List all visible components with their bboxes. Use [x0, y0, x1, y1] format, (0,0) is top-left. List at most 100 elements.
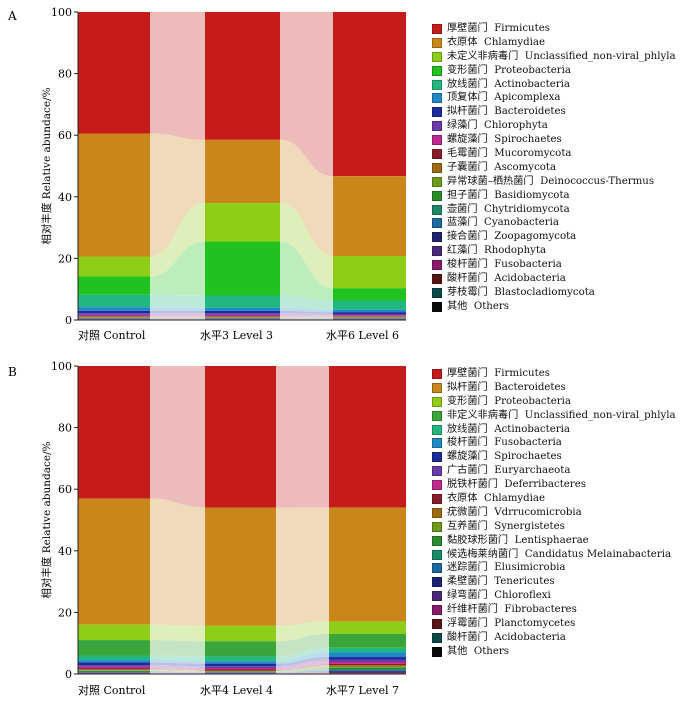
legend-swatch: [432, 301, 442, 312]
bar-segment: [329, 667, 406, 670]
series-band: [78, 659, 406, 669]
bar-segment: [205, 314, 280, 317]
legend-label: 衣原体 Chlamydiae: [447, 36, 546, 48]
bar-segment: [205, 671, 276, 672]
series-band: [78, 670, 406, 673]
y-tick-label: 20: [58, 252, 72, 265]
bar-segment: [78, 660, 150, 663]
legend-item: 担子菌门 Basidiomycota: [432, 189, 700, 203]
legend-swatch: [432, 176, 442, 187]
legend-swatch: [432, 190, 442, 201]
bar-segment: [78, 668, 150, 670]
legend-label: 壶菌门 Chytridiomycota: [447, 203, 570, 215]
y-tick-label: 80: [58, 68, 72, 81]
legend-item: 异常球菌–栖热菌门 Deinococcus-Thermus: [432, 175, 700, 189]
legend-swatch: [432, 135, 442, 146]
legend-label: 接合菌门 Zoopagomycota: [447, 231, 577, 243]
legend-item: 放线菌门 Actinobacteria: [432, 78, 700, 92]
legend-swatch: [432, 246, 442, 257]
legend-label: 浮霉菌门 Planctomycetes: [447, 618, 576, 630]
legend-swatch: [432, 368, 442, 379]
legend-item: 绿藻门 Chlorophyta: [432, 119, 700, 133]
legend-item: 蓝藻门 Cyanobacteria: [432, 216, 700, 230]
series-band: [78, 672, 406, 674]
series-band: [78, 663, 406, 671]
legend-label: 变形菌门 Proteobacteria: [447, 64, 571, 76]
chart-panel-a: 0 20 40 60 80 100 相对丰度 Relative abundace/% A 对照 …: [7, 6, 406, 342]
bar-segment: [78, 670, 150, 671]
bar-segment: [205, 316, 280, 317]
bar-segment: [78, 640, 150, 656]
legend-swatch: [432, 107, 442, 118]
panel-label: B: [8, 365, 17, 379]
legend-item: 脱铁杆菌门 Deferribacteres: [432, 478, 700, 492]
y-axis-label: 相对丰度 Relative abundace/%: [40, 441, 53, 598]
legend-label: 放线菌门 Actinobacteria: [447, 78, 570, 90]
legend-label: 芽枝霉门 Blastocladiomycota: [447, 286, 595, 298]
bar-segment: [78, 665, 150, 667]
legend-item: 梭杆菌门 Fusobacteria: [432, 436, 700, 450]
bar-segment: [205, 663, 276, 667]
legend-swatch: [432, 507, 442, 518]
bar-segment: [205, 139, 280, 204]
bar-segment: [329, 647, 406, 653]
y-tick-label: 40: [58, 191, 72, 204]
legend-item: 疣微菌门 Vdrrucomicrobia: [432, 506, 700, 520]
legend-item: 非定义非病毒门 Unclassified_non-viral_phlyla: [432, 409, 700, 423]
bar-segment: [78, 669, 150, 671]
legend-swatch: [432, 466, 442, 477]
legend-swatch: [432, 51, 442, 62]
legend-swatch: [432, 591, 442, 602]
bar-segment: [329, 671, 406, 673]
bar-segment: [205, 661, 276, 664]
legend-swatch: [432, 273, 442, 284]
legend-item: 绿弯菌门 Chloroflexi: [432, 589, 700, 603]
bar-segment: [205, 310, 280, 314]
series-band: [78, 669, 406, 673]
legend-swatch: [432, 37, 442, 48]
legend-label: 梭杆菌门 Fusobacteria: [447, 437, 562, 449]
bar-segment: [333, 314, 406, 316]
legend-swatch: [432, 438, 442, 449]
y-axis-label: 相对丰度 Relative abundace/%: [40, 87, 53, 244]
series-band: [78, 652, 406, 664]
legend-item: 纤维杆菌门 Fibrobacteres: [432, 603, 700, 617]
bar-segment: [205, 669, 276, 671]
legend-label: 厚壁菌门 Firmicutes: [447, 368, 550, 379]
bar-segment: [78, 133, 150, 257]
legend-item: 红藻门 Rhodophyta: [432, 244, 700, 258]
legend-swatch: [432, 287, 442, 298]
legend-item: 壶菌门 Chytridiomycota: [432, 203, 700, 217]
legend-label: 异常球菌–栖热菌门 Deinococcus-Thermus: [447, 175, 655, 187]
legend-item: 酸杆菌门 Acidobacteria: [432, 631, 700, 645]
legend-label: 顶复体门 Apicomplexa: [447, 92, 561, 104]
y-tick-label: 20: [58, 606, 72, 619]
bar-segment: [78, 310, 150, 314]
bar-segment: [205, 316, 280, 318]
bar-segment: [78, 662, 150, 666]
bar-segment: [329, 652, 406, 658]
bar-segment: [205, 295, 280, 308]
legend-swatch: [432, 452, 442, 463]
legend-item: 候选梅莱纳菌门 Candidatus Melainabacteria: [432, 548, 700, 562]
legend-label: 毛霉菌门 Mucoromycota: [447, 148, 572, 160]
bar-segment: [329, 670, 406, 672]
legend-item: 变形菌门 Proteobacteria: [432, 395, 700, 409]
bar-segment: [205, 668, 276, 670]
legend-item: 其他 Others: [432, 300, 700, 314]
legend-swatch: [432, 23, 442, 34]
legend-swatch: [432, 410, 442, 421]
legend-label: 酸杆菌门 Acidobacteria: [447, 631, 566, 643]
legend-swatch: [432, 93, 442, 104]
legend-swatch: [432, 480, 442, 491]
legend-label: 绿藻门 Chlorophyta: [447, 120, 548, 132]
legend-swatch: [432, 396, 442, 407]
bar-segment: [205, 625, 276, 642]
legend-item: 毛霉菌门 Mucoromycota: [432, 147, 700, 161]
legend-panel-a: 厚壁菌门 Firmicutes 衣原体 Chlamydiae 未定义非病毒门 Unc…: [432, 22, 700, 314]
bar-segment: [78, 655, 150, 661]
legend-swatch: [432, 424, 442, 435]
legend-label: 衣原体 Chlamydiae: [447, 493, 546, 505]
